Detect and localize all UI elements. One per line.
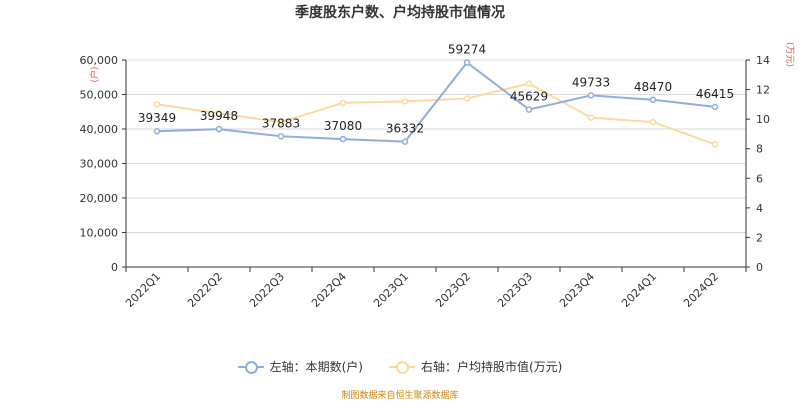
left-series-point — [463, 59, 471, 66]
left-axis-tick-label: 40,000 — [80, 123, 119, 136]
right-series-point — [401, 98, 409, 105]
right-axis-tick-label: 2 — [756, 231, 763, 244]
legend-right-series-label: 右轴：户均持股市值(万元) — [421, 360, 563, 374]
legend-left-series-swatch — [237, 360, 264, 374]
left-series-data-label: 48470 — [634, 80, 672, 94]
left-series-point — [711, 103, 719, 111]
left-series-point — [649, 96, 657, 104]
left-series-point — [277, 133, 285, 140]
source-note: 制图数据来自恒生聚源数据库 — [341, 391, 459, 401]
right-axis-tick-label: 10 — [756, 113, 770, 126]
right-axis-tick-label: 6 — [756, 172, 763, 185]
x-axis-tick-label: 2022Q2 — [185, 270, 225, 310]
right-axis-tick-label: 12 — [756, 84, 770, 97]
legend-right-series-swatch — [389, 360, 415, 374]
right-series-point — [277, 118, 285, 126]
x-axis-tick-label: 2022Q3 — [247, 270, 287, 310]
x-axis-tick-label: 2023Q3 — [495, 270, 535, 310]
x-axis-tick-label: 2022Q1 — [123, 270, 163, 310]
left-series-point — [339, 135, 347, 143]
left-series-data-label: 37883 — [262, 116, 300, 130]
legend-item-right-series[interactable]: 右轴：户均持股市值(万元) — [389, 358, 562, 375]
left-axis-tick-label: 0 — [111, 261, 118, 274]
x-axis-tick-label: 2023Q4 — [557, 270, 597, 310]
left-series-point — [215, 125, 223, 133]
right-series-point — [339, 99, 347, 107]
left-series-point — [587, 92, 595, 99]
legend-left-series-label: 左轴：本期数(户) — [269, 360, 363, 374]
right-series-point — [463, 95, 471, 102]
x-axis-tick-label: 2023Q1 — [371, 270, 411, 310]
left-series-data-label: 36332 — [386, 122, 424, 136]
left-series-line — [156, 61, 716, 143]
right-axis-tick-label: 0 — [756, 261, 763, 274]
right-axis-tick-label: 4 — [756, 202, 763, 215]
left-axis-tick-label: 10,000 — [80, 227, 119, 240]
left-axis-tick-label: 20,000 — [80, 192, 119, 205]
left-series-data-label: 45629 — [510, 90, 548, 104]
chart-title: 季度股东户数、户均持股市值情况 — [295, 5, 505, 21]
right-series-point — [649, 118, 657, 126]
left-series-point — [401, 138, 409, 145]
left-series-data-label: 39349 — [138, 111, 176, 125]
right-series-point — [215, 109, 223, 117]
right-series-point — [153, 101, 161, 108]
legend-item-left-series[interactable]: 左轴：本期数(户) — [237, 358, 363, 375]
left-series-point — [153, 127, 161, 135]
left-series-data-label: 39948 — [200, 109, 238, 123]
left-series-data-label: 49733 — [572, 75, 610, 89]
right-axis-tick-label: 14 — [756, 54, 770, 67]
right-series-point — [525, 80, 533, 87]
left-series-data-label: 46415 — [696, 87, 734, 101]
right-series-line — [156, 82, 716, 146]
x-axis-tick-label: 2023Q2 — [433, 270, 473, 310]
legend: 左轴：本期数(户) 右轴：户均持股市值(万元) — [0, 358, 800, 375]
left-axis-tick-label: 60,000 — [80, 54, 119, 67]
x-axis-tick-label: 2024Q2 — [681, 270, 721, 310]
left-axis-tick-label: 30,000 — [80, 158, 119, 171]
left-axis-tick-label: 50,000 — [80, 89, 119, 102]
right-series-point — [587, 114, 595, 121]
x-axis-tick-label: 2022Q4 — [309, 270, 349, 310]
x-axis-tick-label: 2024Q1 — [619, 270, 659, 310]
left-series-point — [525, 106, 533, 113]
right-series-point — [711, 141, 719, 148]
left-series-data-label: 37080 — [324, 119, 362, 133]
left-series-data-label: 59274 — [448, 43, 486, 57]
right-axis-tick-label: 8 — [756, 143, 763, 156]
